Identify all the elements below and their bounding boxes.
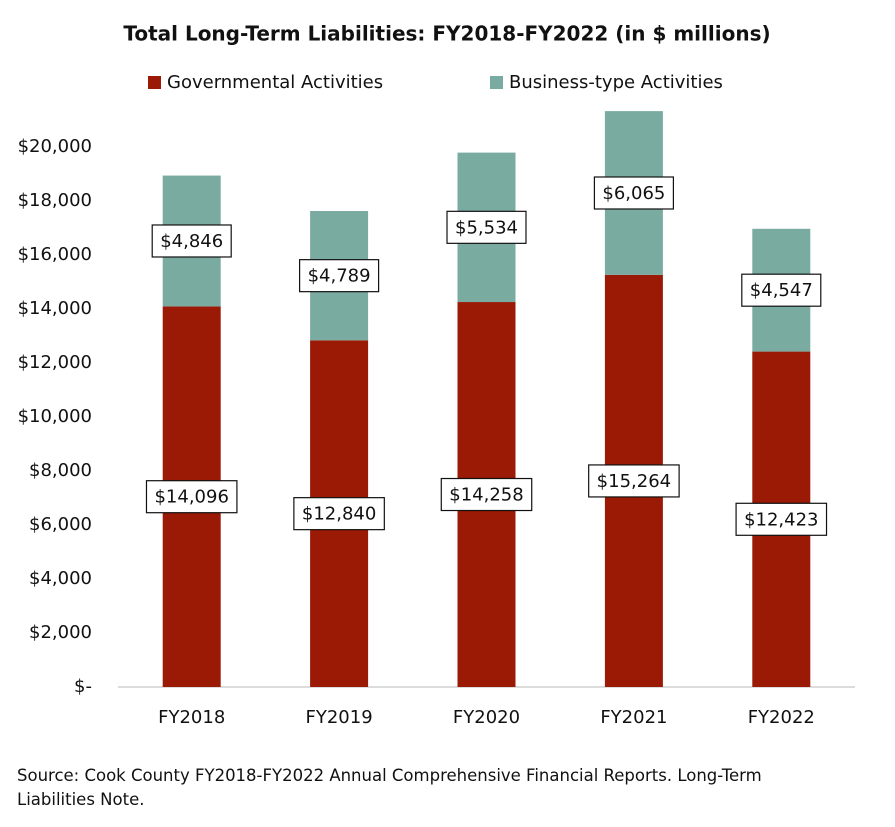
data-label-box [293,497,385,531]
y-tick-label: $18,000 [18,190,92,211]
x-tick-label: FY2018 [158,707,225,728]
data-label-box [299,259,380,293]
y-tick-label: $20,000 [18,136,92,157]
source-note: Source: Cook County FY2018-FY2022 Annual… [17,766,762,809]
data-label: $4,846 [160,231,223,252]
data-label: $5,534 [455,217,518,238]
data-label: $12,423 [744,509,818,530]
data-label: $4,789 [308,266,371,287]
x-tick-label: FY2019 [306,707,373,728]
data-label-box [593,176,674,210]
data-label: $12,840 [302,504,376,525]
data-label: $14,258 [449,485,523,506]
legend-label: Business-type Activities [509,72,723,93]
data-label: $15,264 [597,471,671,492]
data-label-box [151,224,232,258]
data-label-box [446,210,527,244]
legend-swatch [148,76,161,89]
y-tick-label: $4,000 [29,568,92,589]
x-tick-label: FY2020 [453,707,520,728]
data-label: $14,096 [154,487,228,508]
data-label-box [735,502,828,536]
data-label: $4,547 [750,280,813,301]
data-label-box [741,273,822,307]
chart-title: Total Long-Term Liabilities: FY2018-FY20… [123,22,770,46]
data-label-box [440,477,533,512]
y-tick-label: $- [74,676,92,697]
data-label-box [145,480,238,514]
y-tick-label: $2,000 [29,622,92,643]
y-tick-label: $6,000 [29,514,92,535]
y-tick-label: $10,000 [18,406,92,427]
chart: Total Long-Term Liabilities: FY2018-FY20… [18,22,855,728]
legend-label: Governmental Activities [167,72,383,93]
x-tick-label: FY2021 [600,707,667,728]
y-tick-label: $16,000 [18,244,92,265]
y-tick-label: $12,000 [18,352,92,373]
y-tick-label: $14,000 [18,298,92,319]
data-label-box [588,464,680,498]
y-tick-label: $8,000 [29,460,92,481]
legend-swatch [490,76,503,89]
x-tick-label: FY2022 [748,707,815,728]
data-label: $6,065 [602,183,665,204]
